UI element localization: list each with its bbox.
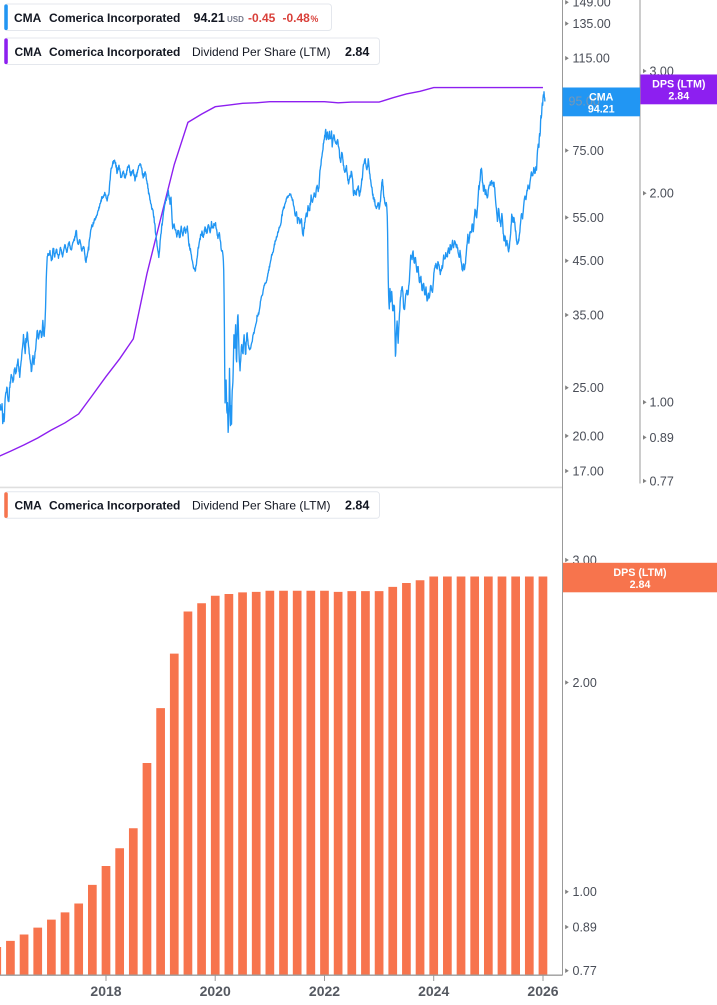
svg-text:55.00: 55.00	[573, 211, 604, 225]
svg-text:0.89: 0.89	[650, 431, 674, 445]
svg-text:94.21: 94.21	[194, 11, 225, 25]
svg-text:-0.48: -0.48	[283, 11, 311, 25]
svg-text:2.00: 2.00	[650, 187, 674, 201]
svg-text:CMA: CMA	[15, 499, 43, 513]
svg-text:2.84: 2.84	[630, 579, 651, 591]
svg-text:17.00: 17.00	[573, 464, 604, 478]
svg-text:1.00: 1.00	[573, 885, 597, 899]
svg-text:2020: 2020	[200, 983, 231, 999]
svg-text:2.84: 2.84	[345, 499, 369, 513]
svg-text:2022: 2022	[309, 983, 340, 999]
svg-text:2.00: 2.00	[573, 676, 597, 690]
svg-text:CMA: CMA	[589, 92, 614, 104]
svg-text:45.00: 45.00	[573, 254, 604, 268]
svg-text:Comerica Incorporated: Comerica Incorporated	[49, 45, 180, 59]
svg-text:75.00: 75.00	[573, 144, 604, 158]
svg-text:20.00: 20.00	[573, 429, 604, 443]
svg-text:2026: 2026	[527, 983, 558, 999]
svg-text:0.77: 0.77	[573, 964, 597, 978]
svg-text:Dividend Per Share (LTM): Dividend Per Share (LTM)	[192, 45, 331, 59]
svg-text:95.00: 95.00	[569, 95, 600, 109]
svg-text:2.84: 2.84	[345, 45, 369, 59]
svg-text:DPS (LTM): DPS (LTM)	[652, 79, 706, 91]
svg-text:0.89: 0.89	[573, 920, 597, 934]
svg-text:CMA: CMA	[14, 11, 42, 25]
svg-text:CMA: CMA	[15, 45, 43, 59]
svg-text:2024: 2024	[418, 983, 449, 999]
svg-text:DPS (LTM): DPS (LTM)	[613, 567, 667, 579]
svg-text:135.00: 135.00	[573, 17, 611, 31]
svg-text:Comerica Incorporated: Comerica Incorporated	[49, 11, 180, 25]
svg-text:Comerica Incorporated: Comerica Incorporated	[49, 499, 180, 513]
svg-text:1.00: 1.00	[650, 396, 674, 410]
svg-text:2018: 2018	[90, 983, 121, 999]
svg-text:115.00: 115.00	[573, 52, 610, 66]
svg-text:-0.45: -0.45	[248, 11, 276, 25]
svg-text:25.00: 25.00	[573, 381, 604, 395]
svg-text:35.00: 35.00	[573, 308, 604, 322]
svg-text:2.84: 2.84	[668, 91, 689, 103]
svg-text:USD: USD	[227, 15, 244, 24]
svg-text:Dividend Per Share (LTM): Dividend Per Share (LTM)	[192, 499, 331, 513]
svg-text:0.77: 0.77	[650, 474, 674, 488]
svg-text:%: %	[311, 14, 319, 24]
svg-text:94.21: 94.21	[588, 104, 615, 116]
svg-text:149.00: 149.00	[573, 0, 611, 10]
